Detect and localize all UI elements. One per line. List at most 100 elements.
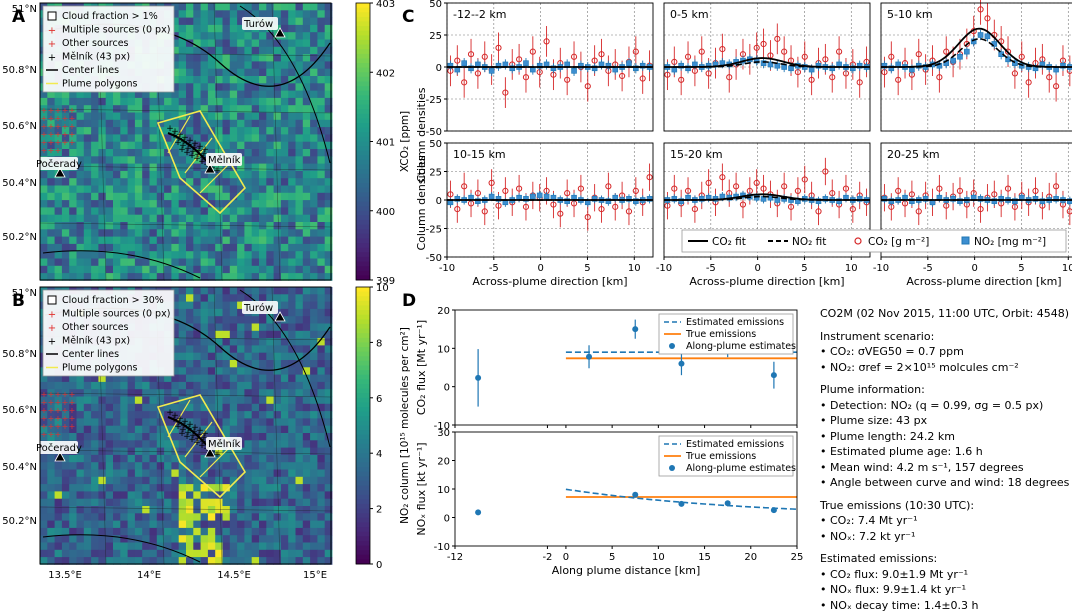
map-pixel xyxy=(215,484,223,492)
map-pixel xyxy=(266,178,274,186)
map-pixel xyxy=(142,229,150,237)
lat-tick-label: 50.2°N xyxy=(2,232,37,243)
map-pixel xyxy=(317,193,325,201)
map-pixel xyxy=(106,113,114,121)
map-pixel xyxy=(40,186,48,194)
map-pixel xyxy=(288,251,296,259)
along-plume-estimate-point xyxy=(475,375,481,381)
map-pixel xyxy=(164,484,172,492)
map-pixel xyxy=(266,69,274,77)
map-pixel xyxy=(47,207,55,215)
map-pixel xyxy=(317,535,325,543)
map-pixel xyxy=(303,251,311,259)
map-pixel xyxy=(317,462,325,470)
map-pixel xyxy=(274,76,282,84)
map-pixel xyxy=(135,470,143,478)
map-pixel xyxy=(244,113,252,121)
map-pixel xyxy=(252,404,260,412)
map-pixel xyxy=(244,40,252,48)
map-pixel xyxy=(303,440,311,448)
map-pixel xyxy=(77,382,85,390)
map-pixel xyxy=(157,513,165,521)
map-pixel xyxy=(186,54,194,62)
colorbar-segment xyxy=(356,234,370,239)
map-pixel xyxy=(84,513,92,521)
map-pixel xyxy=(259,294,267,302)
map-pixel xyxy=(252,266,260,274)
map-pixel xyxy=(244,367,252,375)
map-pixel xyxy=(91,156,99,164)
map-pixel xyxy=(113,259,121,267)
map-pixel xyxy=(281,200,289,208)
map-pixel xyxy=(288,513,296,521)
map-pixel xyxy=(179,360,187,368)
map-pixel xyxy=(310,200,318,208)
map-pixel xyxy=(171,259,179,267)
map-pixel xyxy=(69,251,77,259)
map-pixel xyxy=(259,156,267,164)
map-pixel xyxy=(164,440,172,448)
map-pixel xyxy=(288,367,296,375)
map-pixel xyxy=(69,550,77,558)
map-pixel xyxy=(310,259,318,267)
map-pixel xyxy=(259,178,267,186)
map-pixel xyxy=(84,455,92,463)
colorbar-segment xyxy=(356,546,370,551)
map-pixel xyxy=(317,477,325,485)
map-pixel xyxy=(288,418,296,426)
map-pixel xyxy=(317,440,325,448)
map-pixel xyxy=(186,251,194,259)
map-pixel xyxy=(208,535,216,543)
info-panel: CO2M (02 Nov 2015, 11:00 UTC, Orbit: 454… xyxy=(820,306,1070,613)
map-pixel xyxy=(310,142,318,150)
map-pixel xyxy=(201,18,209,26)
other-source-marker: + xyxy=(41,430,48,439)
colorbar-segment xyxy=(356,407,370,412)
map-pixel xyxy=(317,528,325,536)
map-pixel xyxy=(164,513,172,521)
map-pixel xyxy=(135,389,143,397)
map-pixel xyxy=(179,375,187,383)
map-pixel xyxy=(69,470,77,478)
map-pixel xyxy=(274,360,282,368)
map-pixel xyxy=(274,244,282,252)
map-pixel xyxy=(252,91,260,99)
map-pixel xyxy=(164,506,172,514)
map-pixel xyxy=(274,229,282,237)
map-pixel xyxy=(179,229,187,237)
legend-square-icon xyxy=(962,237,969,244)
map-pixel xyxy=(106,193,114,201)
map-pixel xyxy=(47,462,55,470)
map-pixel xyxy=(47,237,55,245)
map-pixel xyxy=(62,550,70,558)
colorbar-segment xyxy=(356,54,370,59)
map-pixel xyxy=(128,120,136,128)
map-pixel xyxy=(193,499,201,507)
map-pixel xyxy=(186,91,194,99)
map-pixel xyxy=(266,440,274,448)
map-pixel xyxy=(142,120,150,128)
map-pixel xyxy=(296,491,304,499)
map-pixel xyxy=(201,528,209,536)
map-pixel xyxy=(164,215,172,223)
map-pixel xyxy=(179,543,187,551)
map-pixel xyxy=(215,40,223,48)
map-pixel xyxy=(288,222,296,230)
legend-entry: Estimated emissions xyxy=(686,317,784,328)
map-pixel xyxy=(113,164,121,172)
map-pixel xyxy=(55,200,63,208)
map-pixel xyxy=(77,207,85,215)
map-pixel xyxy=(303,127,311,135)
map-pixel xyxy=(230,470,238,478)
map-pixel xyxy=(120,455,128,463)
map-pixel xyxy=(171,462,179,470)
map-pixel xyxy=(296,309,304,317)
map-pixel xyxy=(288,550,296,558)
map-pixel xyxy=(281,426,289,434)
map-pixel xyxy=(157,491,165,499)
lat-tick-label: 50.4°N xyxy=(2,462,37,473)
legend-entry: CO₂ [g m⁻²] xyxy=(868,236,929,248)
colorbar-tick-label: 8 xyxy=(376,338,382,349)
map-pixel xyxy=(142,149,150,157)
map-pixel xyxy=(135,200,143,208)
